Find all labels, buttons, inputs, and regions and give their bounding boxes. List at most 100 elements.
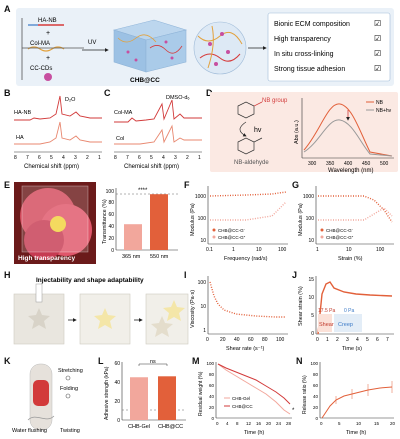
trans-ylabel: Transmittance (%) <box>102 199 108 244</box>
j-ylabel: Shear strain (%) <box>298 286 304 326</box>
nb-molecule-icon <box>237 101 263 155</box>
abs-legend-nb: NB <box>376 100 384 106</box>
panel-label-e: E <box>4 180 11 190</box>
svg-text:12: 12 <box>246 421 252 426</box>
nmr-c-top-label: Col-MA <box>114 110 133 116</box>
abs-xlabel: Wavelength (nm) <box>328 168 373 174</box>
svg-text:100: 100 <box>376 247 385 253</box>
svg-text:20: 20 <box>114 399 120 405</box>
bar-chb-cc <box>158 376 176 420</box>
svg-text:40: 40 <box>114 380 120 386</box>
svg-text:60: 60 <box>108 212 114 218</box>
svg-text:0: 0 <box>216 421 219 426</box>
creep-chart: 17.5 Pa 0 Pa Shear Creep 0 5 10 15 0 1 2 3 4… <box>298 276 394 352</box>
bar-chb-gel <box>130 377 148 420</box>
svg-text:15: 15 <box>308 277 314 283</box>
release-chart: 0 20 40 60 80 100 0 5 10 15 20 Release ratio … <box>302 361 396 436</box>
g-yticks: 1000 100 10 <box>303 194 314 244</box>
svg-text:3: 3 <box>174 155 177 161</box>
svg-text:100: 100 <box>206 361 214 366</box>
g-xticks: 1 10 100 <box>316 247 385 253</box>
release-line <box>321 386 393 419</box>
svg-text:2: 2 <box>186 155 189 161</box>
g-prime-g-line <box>318 195 393 223</box>
n-yticks: 0 20 40 60 80 100 <box>310 361 318 421</box>
i-yticks: 100 10 1 <box>198 280 207 334</box>
svg-text:80: 80 <box>209 372 215 377</box>
svg-text:10: 10 <box>200 304 206 310</box>
i-xlabel: Shear rate (s⁻¹) <box>226 346 265 352</box>
j-ann-stress: 17.5 Pa <box>318 308 335 314</box>
k-folding: Folding <box>60 386 78 392</box>
nb-aldehyde-label: NB-aldehyde <box>234 160 269 166</box>
f-xticks: 0.1 1 10 100 <box>206 247 287 253</box>
uv-label: UV <box>88 40 96 46</box>
m-sig: * <box>292 408 295 414</box>
svg-text:100: 100 <box>106 189 115 195</box>
feature-2: High transparency <box>274 36 331 43</box>
degradation-chart: * CHB-Gel CHB@CC 0 20 40 60 80 100 0 4 8 12 1… <box>198 361 295 436</box>
check-icon-3: ☑ <box>374 49 381 58</box>
feature-4: Strong tissue adhesion <box>274 66 345 73</box>
ns-label: ns <box>150 359 156 365</box>
trans-yticks: 0 20 40 60 80 100 <box>106 189 115 254</box>
nb-group-label: NB group <box>262 98 288 104</box>
svg-text:40: 40 <box>108 224 114 230</box>
check-icon-4: ☑ <box>374 64 381 73</box>
svg-text:5: 5 <box>150 155 153 161</box>
feature-3: In situ cross-linking <box>274 51 334 58</box>
svg-text:40: 40 <box>209 394 215 399</box>
svg-text:40: 40 <box>313 394 319 399</box>
nmr-c-bottom-trace <box>114 124 202 145</box>
svg-text:100: 100 <box>276 337 285 343</box>
svg-text:0: 0 <box>316 337 319 343</box>
injectability-figure: Injectability and shape adaptability <box>13 277 189 345</box>
svg-text:5: 5 <box>50 155 53 161</box>
g-prime-f-line <box>209 191 287 197</box>
svg-text:8: 8 <box>114 155 117 161</box>
svg-text:6: 6 <box>38 155 41 161</box>
hv-label: hv <box>254 127 262 134</box>
svg-text:1000: 1000 <box>303 194 314 200</box>
check-icon-1: ☑ <box>374 19 381 28</box>
tissue-adhesion-figure: Stretching Folding Water flushing Twisti… <box>12 363 83 434</box>
panel-label-d: D <box>206 88 213 98</box>
svg-text:7: 7 <box>26 155 29 161</box>
panel-label-n: N <box>296 356 303 366</box>
svg-text:20: 20 <box>209 405 215 410</box>
g-dprime-f-line <box>210 201 287 221</box>
svg-text:4: 4 <box>226 421 229 426</box>
panel-d-background <box>210 92 398 172</box>
reagent-col-ma: Col-MA <box>30 41 50 47</box>
photo-caption: High transparency <box>18 255 75 262</box>
m-legend-gel: CHB-Gel <box>232 396 250 401</box>
check-icon-2: ☑ <box>374 34 381 43</box>
svg-text:80: 80 <box>262 337 268 343</box>
svg-text:10: 10 <box>308 238 314 244</box>
f-ylabel: Modulus (Pa) <box>190 203 196 236</box>
svg-text:0: 0 <box>211 416 214 421</box>
release-errorbars <box>335 381 393 404</box>
cat-365nm: 365 nm <box>122 254 141 260</box>
svg-text:10: 10 <box>356 421 362 426</box>
nmr-c-peak-label: DMSO-d₆ <box>166 95 190 101</box>
f-yticks: 1000 100 10 <box>195 194 206 244</box>
cat-chb-gel: CHB-Gel <box>128 424 150 430</box>
panel-d-figure: NB group hv NB-aldehyde NB NB+hv Abs (a.… <box>210 92 398 174</box>
svg-text:350: 350 <box>326 161 335 167</box>
panel-label-g: G <box>292 180 300 190</box>
svg-text:100: 100 <box>198 216 207 222</box>
cat-chb-cc: CHB@CC <box>158 424 183 430</box>
panel-label-f: F <box>184 180 190 190</box>
plus-sign-1: + <box>46 30 50 37</box>
abs-nbhv-line <box>303 119 393 157</box>
g-ylabel: Modulus (Pa) <box>298 203 304 236</box>
svg-text:24: 24 <box>276 421 282 426</box>
l-ylabel: Adhesive strength (kPa) <box>104 366 110 420</box>
svg-text:20: 20 <box>266 421 272 426</box>
abs-spectrum-chart: NB NB+hv Abs (a.u.) 300 350 400 450 500 Wa… <box>294 98 394 174</box>
m-xticks: 0 4 8 12 16 20 24 28 <box>216 421 292 426</box>
k-water: Water flushing <box>12 428 47 434</box>
